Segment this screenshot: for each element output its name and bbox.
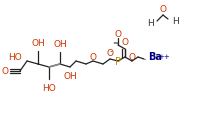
Text: -: - <box>110 48 112 54</box>
Text: =: = <box>112 40 118 46</box>
Text: ++: ++ <box>158 54 170 59</box>
Text: OH: OH <box>63 71 77 80</box>
Text: H: H <box>172 17 179 26</box>
Text: O: O <box>89 53 96 62</box>
Text: O: O <box>160 5 167 14</box>
Text: -: - <box>144 56 147 61</box>
Text: O: O <box>114 30 122 39</box>
Text: O: O <box>122 38 129 47</box>
Text: O: O <box>1 67 8 76</box>
Text: Ba: Ba <box>148 52 162 61</box>
Text: O: O <box>107 49 113 58</box>
Text: O: O <box>129 53 135 62</box>
Text: HO: HO <box>42 83 56 92</box>
Text: P: P <box>115 56 121 66</box>
Text: HO: HO <box>8 53 22 62</box>
Text: OH: OH <box>31 39 45 48</box>
Text: H: H <box>147 19 154 28</box>
Text: OH: OH <box>53 40 67 49</box>
